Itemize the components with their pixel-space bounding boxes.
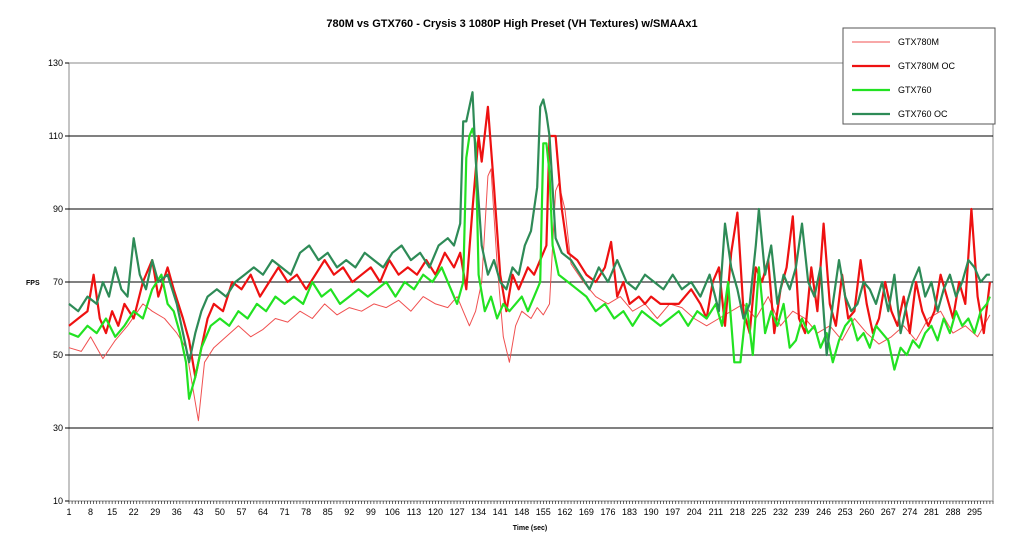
- x-tick-label: 141: [493, 507, 508, 517]
- x-tick-label: 197: [665, 507, 680, 517]
- x-tick-label: 113: [407, 507, 421, 517]
- y-axis-label: FPS: [26, 280, 40, 287]
- x-tick-label: 120: [428, 507, 443, 517]
- x-tick-label: 85: [323, 507, 333, 517]
- x-tick-label: 176: [600, 507, 615, 517]
- x-tick-label: 246: [816, 507, 831, 517]
- gridlines: [69, 135, 993, 429]
- x-axis-ticks: 1 8 15 22 29 36 43 50 57 64 71 78 85 92 99 106 113 120 127…: [66, 501, 994, 517]
- x-tick-label: 267: [881, 507, 896, 517]
- y-tick-label: 30: [53, 423, 63, 433]
- legend: GTX780M GTX780M OC GTX760 GTX760 OC: [842, 27, 996, 125]
- x-tick-label: 50: [215, 507, 225, 517]
- x-tick-label: 134: [471, 507, 486, 517]
- x-tick-label: 288: [945, 507, 960, 517]
- x-tick-label: 106: [385, 507, 400, 517]
- y-tick-label: 110: [49, 131, 63, 141]
- x-tick-label: 253: [838, 507, 853, 517]
- y-tick-label: 70: [53, 277, 63, 287]
- y-tick-label: 10: [53, 496, 63, 506]
- x-tick-label: 190: [644, 507, 659, 517]
- x-tick-label: 169: [579, 507, 594, 517]
- x-tick-label: 36: [172, 507, 182, 517]
- x-tick-label: 148: [514, 507, 529, 517]
- legend-entry: GTX760 OC: [898, 109, 948, 119]
- x-tick-label: 64: [258, 507, 268, 517]
- x-tick-label: 127: [450, 507, 465, 517]
- x-tick-label: 71: [280, 507, 290, 517]
- y-axis-ticks: 10 30 50 70 90 110 130: [48, 58, 69, 506]
- x-tick-label: 281: [924, 507, 939, 517]
- legend-entry: GTX780M: [898, 37, 939, 47]
- series-line-gtx760: [68, 127, 991, 400]
- x-tick-label: 225: [751, 507, 766, 517]
- x-tick-label: 211: [709, 507, 723, 517]
- x-tick-label: 204: [687, 507, 702, 517]
- x-tick-label: 22: [129, 507, 139, 517]
- x-tick-label: 218: [730, 507, 745, 517]
- x-tick-label: 239: [795, 507, 810, 517]
- legend-box: [842, 27, 996, 125]
- x-tick-label: 43: [193, 507, 203, 517]
- x-tick-label: 78: [301, 507, 311, 517]
- x-axis-label: Time (sec): [513, 525, 548, 532]
- series-lines: [68, 91, 991, 422]
- y-tick-label: 50: [53, 350, 63, 360]
- x-tick-label: 99: [366, 507, 376, 517]
- x-tick-label: 232: [773, 507, 788, 517]
- x-tick-label: 155: [536, 507, 551, 517]
- x-tick-label: 8: [88, 507, 93, 517]
- series-line-gtx760-oc: [68, 91, 990, 364]
- x-tick-label: 162: [557, 507, 572, 517]
- x-tick-label: 92: [344, 507, 354, 517]
- x-tick-label: 260: [859, 507, 874, 517]
- legend-entry: GTX760: [898, 85, 932, 95]
- chart-title: 780M vs GTX760 - Crysis 3 1080P High Pre…: [326, 18, 697, 30]
- x-tick-label: 1: [66, 507, 71, 517]
- x-tick-label: 183: [622, 507, 637, 517]
- x-tick-label: 29: [150, 507, 160, 517]
- x-tick-label: 15: [107, 507, 117, 517]
- x-tick-label: 295: [967, 507, 982, 517]
- x-tick-label: 57: [236, 507, 246, 517]
- x-tick-label: 274: [902, 507, 917, 517]
- y-tick-label: 130: [48, 58, 63, 68]
- series-line-gtx780m: [68, 168, 991, 422]
- legend-entry: GTX780M OC: [898, 61, 956, 71]
- y-tick-label: 90: [53, 204, 63, 214]
